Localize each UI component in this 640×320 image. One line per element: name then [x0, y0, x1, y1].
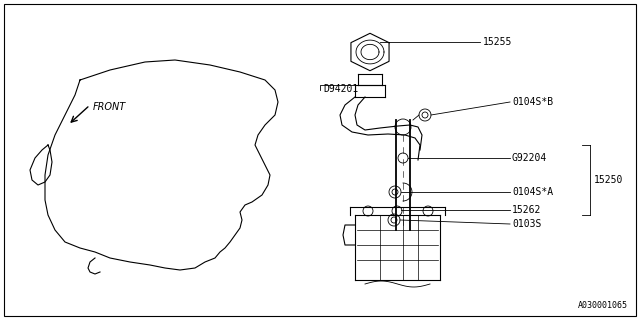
Text: G92204: G92204 [512, 153, 547, 163]
Text: A030001065: A030001065 [578, 301, 628, 310]
Text: 15255: 15255 [483, 37, 513, 47]
Text: 0104S*B: 0104S*B [512, 97, 553, 107]
Text: 15262: 15262 [512, 205, 541, 215]
Text: 0104S*A: 0104S*A [512, 187, 553, 197]
Text: FRONT: FRONT [93, 102, 126, 112]
Text: D94201: D94201 [323, 84, 358, 94]
Text: 15250: 15250 [594, 175, 623, 185]
Text: 0103S: 0103S [512, 219, 541, 229]
